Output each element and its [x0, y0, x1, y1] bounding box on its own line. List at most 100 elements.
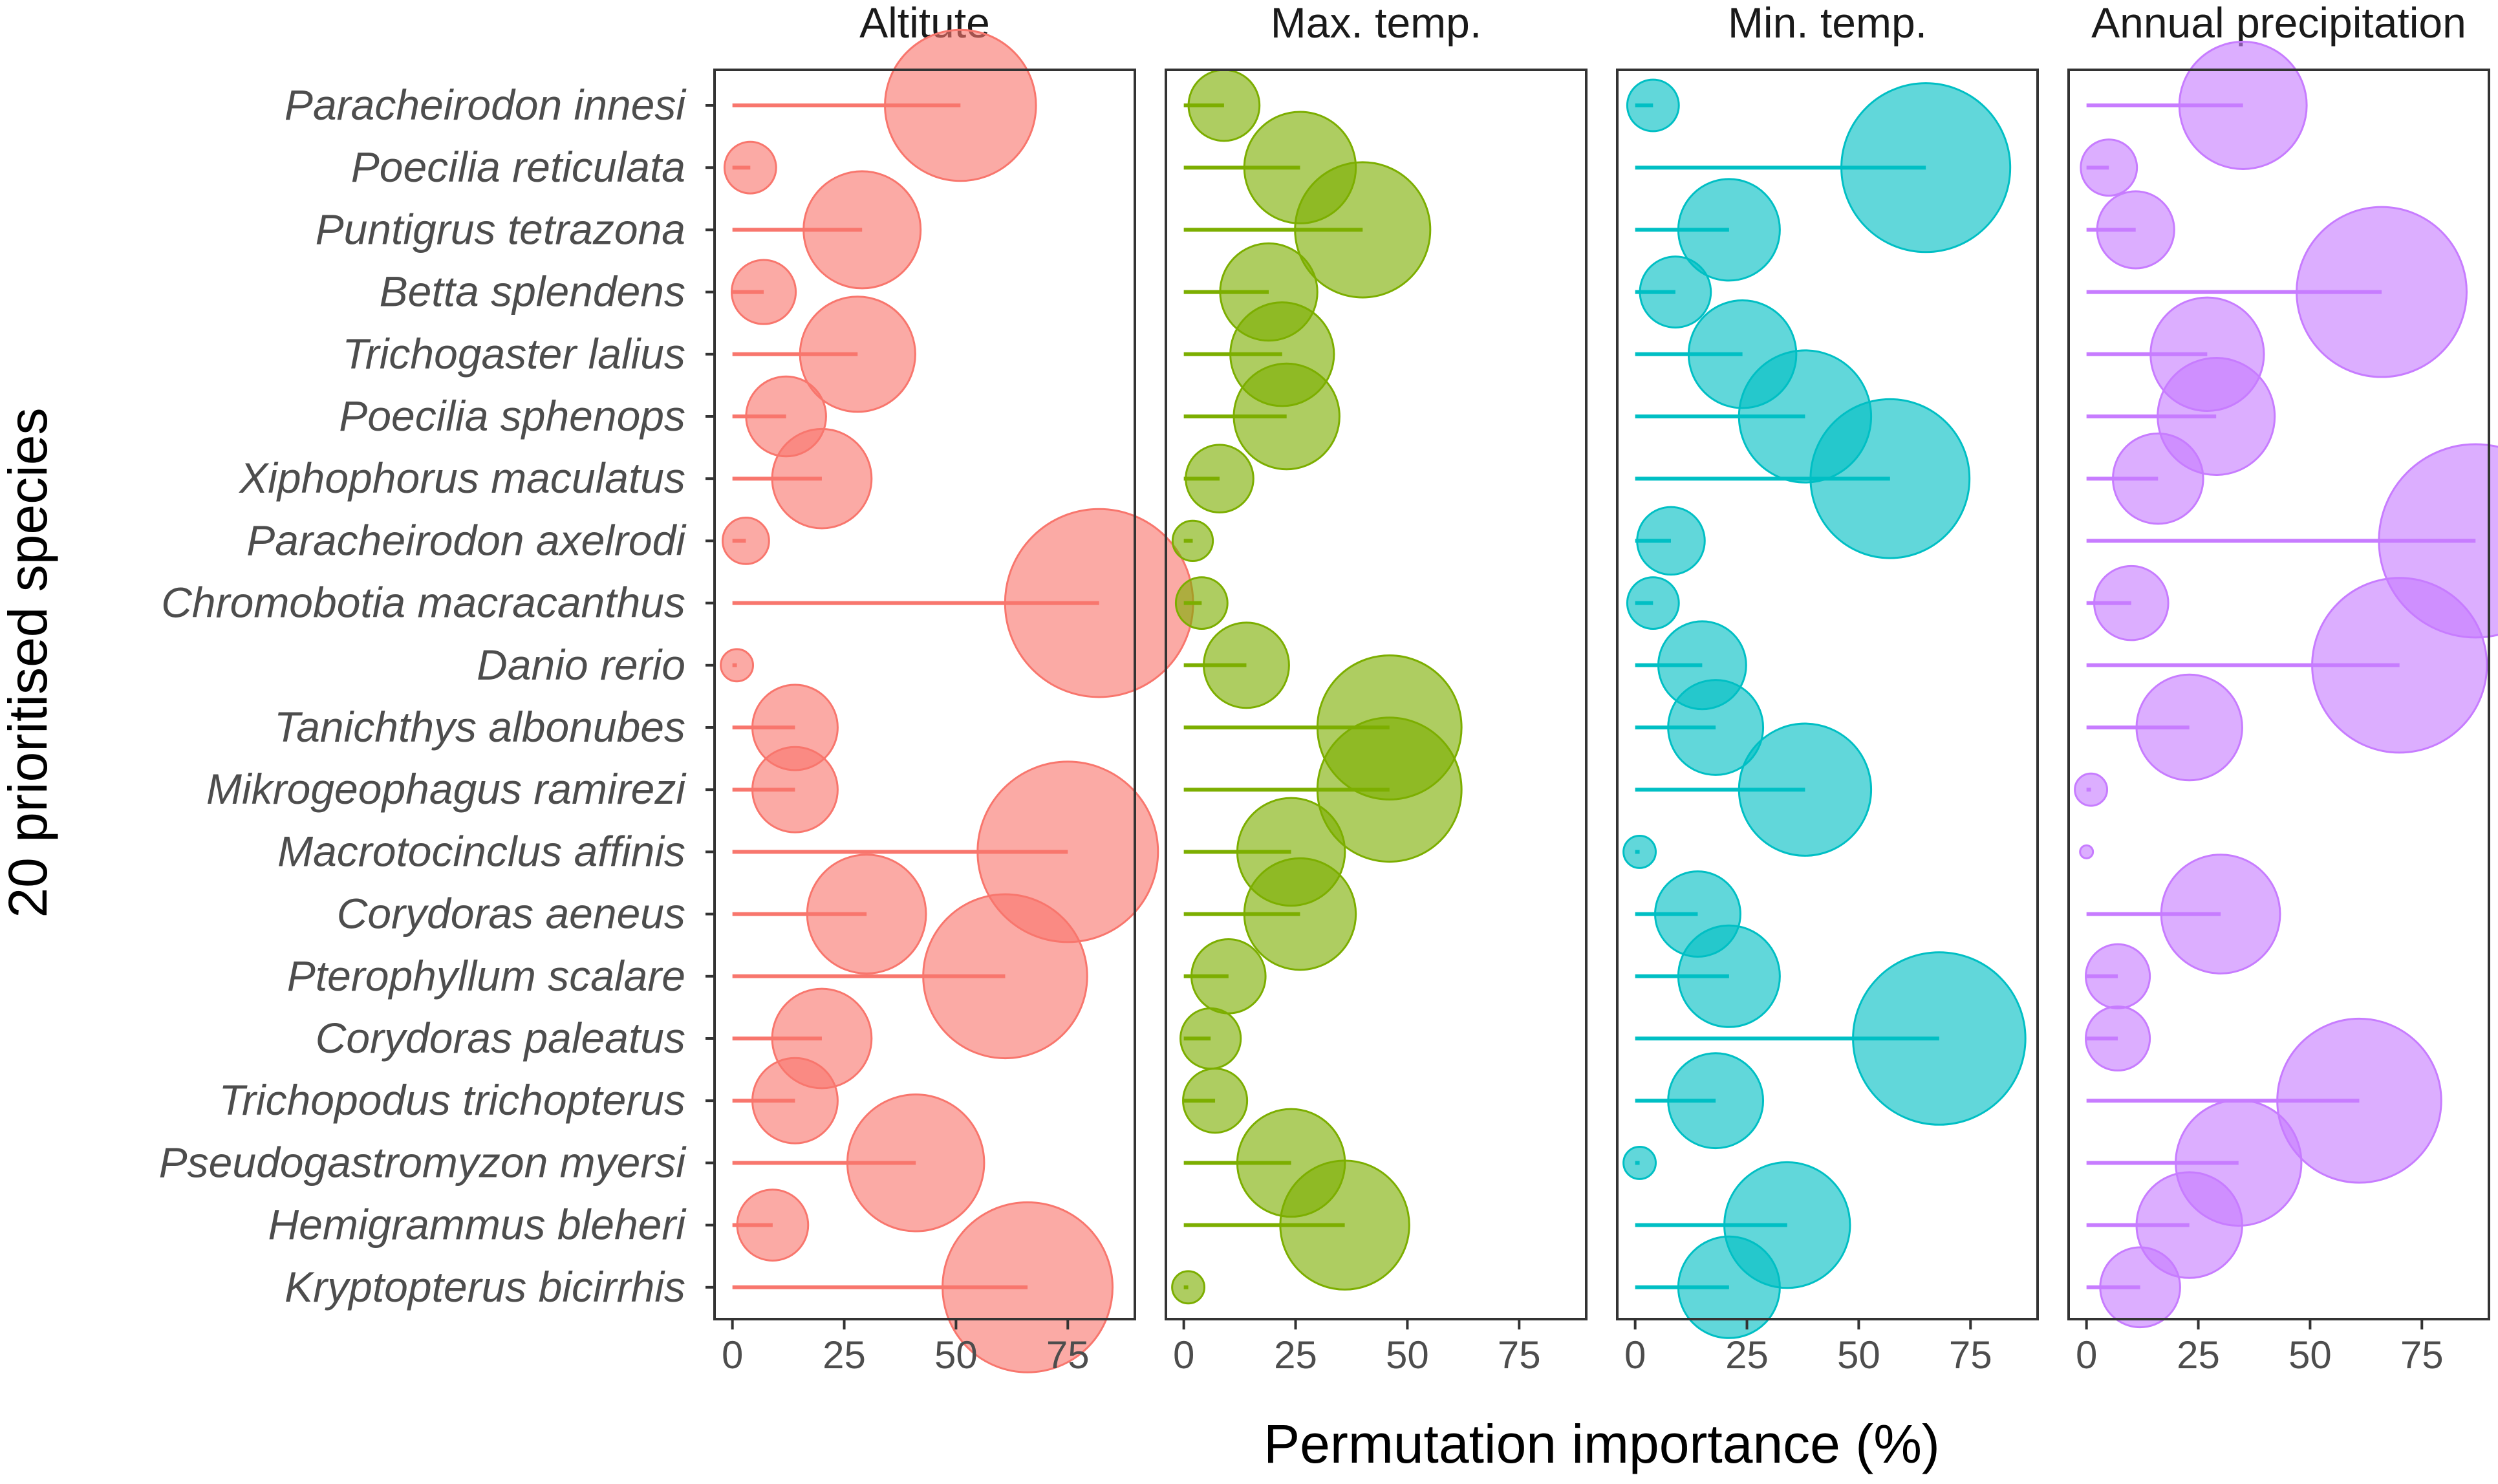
panel-annual-precipitation: Annual precipitation 0 25 50 75 [2067, 0, 2498, 1377]
species-label-pterophyllum-scalare: Pterophyllum scalare [287, 952, 685, 1000]
species-label-poecilia-reticulata: Poecilia reticulata [351, 143, 685, 191]
point-altitute-pseudogastromyzon-myersi [846, 1093, 985, 1232]
point-annual-precipitation-poecilia-reticulata [2080, 138, 2138, 197]
species-label-danio-rerio: Danio rerio [477, 641, 685, 689]
species-label-corydoras-aeneus: Corydoras aeneus [337, 890, 685, 938]
point-altitute-pterophyllum-scalare [922, 893, 1088, 1060]
species-axis: Paracheirodon innesi Poecilia reticulata P… [159, 81, 715, 1311]
species-label-paracheirodon-axelrodi: Paracheirodon axelrodi [246, 516, 687, 564]
x-tick-label-max-temp-0: 0 [1173, 1333, 1194, 1377]
point-min-temp-paracheirodon-axelrodi [1636, 506, 1706, 576]
species-label-paracheirodon-innesi: Paracheirodon innesi [285, 81, 687, 129]
panel-title-max-temp: Max. temp. [1271, 0, 1481, 47]
point-max-temp-pterophyllum-scalare [1190, 938, 1267, 1015]
point-altitute-poecilia-reticulata [723, 140, 777, 195]
x-axis-title: Permutation importance (%) [1264, 1414, 1940, 1474]
x-tick-label-annual-precipitation-0: 0 [2076, 1333, 2097, 1377]
x-tick-label-altitute-0: 0 [722, 1333, 743, 1377]
point-min-temp-corydoras-paleatus [1852, 951, 2027, 1126]
point-max-temp-chromobotia-macracanthus [1174, 576, 1229, 630]
x-tick-label-altitute-75: 75 [1046, 1333, 1090, 1377]
point-min-temp-chromobotia-macracanthus [1626, 576, 1680, 630]
point-annual-precipitation-chromobotia-macracanthus [2093, 565, 2170, 641]
species-label-betta-splendens: Betta splendens [380, 268, 685, 316]
panel-frame-max-temp [1165, 69, 1588, 1320]
species-label-trichopodus-trichopterus: Trichopodus trichopterus [219, 1076, 685, 1124]
point-annual-precipitation-macrotocinclus-affinis [2079, 844, 2094, 859]
point-min-temp-trichopodus-trichopterus [1667, 1052, 1765, 1150]
point-max-temp-puntigrus-tetrazona [1294, 161, 1432, 299]
x-tick-label-min-temp-0: 0 [1624, 1333, 1646, 1377]
species-label-corydoras-paleatus: Corydoras paleatus [316, 1014, 685, 1062]
species-label-pseudogastromyzon-myersi: Pseudogastromyzon myersi [159, 1138, 687, 1186]
point-annual-precipitation-trichopodus-trichopterus [2276, 1017, 2442, 1184]
panel-min-temp: Min. temp. 0 25 50 75 [1616, 0, 2039, 1377]
x-tick-label-altitute-25: 25 [823, 1333, 866, 1377]
species-label-chromobotia-macracanthus: Chromobotia macracanthus [161, 579, 685, 627]
point-min-temp-kryptopterus-bicirrhis [1677, 1235, 1781, 1339]
point-min-temp-xiphophorus-maculatus [1809, 398, 1971, 559]
point-min-temp-tanichthys-albonubes [1667, 679, 1765, 776]
point-max-temp-kryptopterus-bicirrhis [1171, 1270, 1206, 1305]
species-label-xiphophorus-maculatus: Xiphophorus maculatus [238, 454, 685, 502]
point-altitute-trichogaster-lalius [799, 296, 916, 413]
point-max-temp-danio-rerio [1203, 621, 1290, 709]
point-altitute-hemigrammus-bleheri [736, 1188, 810, 1262]
point-min-temp-pterophyllum-scalare [1677, 924, 1781, 1028]
point-annual-precipitation-hemigrammus-bleheri [2135, 1171, 2243, 1279]
panel-frame-annual-precipitation [2067, 69, 2490, 1320]
species-label-kryptopterus-bicirrhis: Kryptopterus bicirrhis [285, 1263, 685, 1311]
point-max-temp-paracheirodon-axelrodi [1171, 519, 1214, 563]
point-max-temp-hemigrammus-bleheri [1279, 1159, 1410, 1291]
point-max-temp-corydoras-aeneus [1243, 857, 1357, 971]
species-label-puntigrus-tetrazona: Puntigrus tetrazona [316, 205, 685, 253]
y-axis-title: 20 prioritised species [0, 407, 58, 918]
species-label-mikrogeophagus-ramirezi: Mikrogeophagus ramirezi [206, 765, 687, 813]
panel-frame-altitute [713, 69, 1136, 1320]
point-max-temp-mikrogeophagus-ramirezi [1316, 716, 1463, 863]
point-annual-precipitation-pterophyllum-scalare [2085, 943, 2151, 1009]
point-annual-precipitation-tanichthys-albonubes [2135, 673, 2243, 782]
species-label-trichogaster-lalius: Trichogaster lalius [342, 330, 685, 378]
panel-title-min-temp: Min. temp. [1728, 0, 1927, 47]
point-max-temp-xiphophorus-maculatus [1185, 444, 1254, 513]
point-altitute-xiphophorus-maculatus [771, 427, 873, 530]
x-tick-label-annual-precipitation-50: 50 [2288, 1333, 2332, 1377]
point-max-temp-trichopodus-trichopterus [1182, 1068, 1249, 1134]
species-label-macrotocinclus-affinis: Macrotocinclus affinis [277, 827, 685, 875]
x-tick-label-altitute-50: 50 [934, 1333, 978, 1377]
point-annual-precipitation-danio-rerio [2311, 577, 2488, 754]
point-altitute-danio-rerio [720, 648, 755, 683]
x-tick-label-min-temp-75: 75 [1949, 1333, 1992, 1377]
point-annual-precipitation-paracheirodon-innesi [2178, 41, 2308, 170]
x-tick-label-annual-precipitation-75: 75 [2400, 1333, 2444, 1377]
point-annual-precipitation-corydoras-paleatus [2085, 1005, 2151, 1072]
point-altitute-puntigrus-tetrazona [802, 170, 922, 290]
point-min-temp-mikrogeophagus-ramirezi [1738, 722, 1873, 857]
point-min-temp-betta-splendens [1639, 255, 1712, 328]
panel-title-annual-precipitation: Annual precipitation [2091, 0, 2466, 47]
point-altitute-mikrogeophagus-ramirezi [751, 746, 839, 833]
point-altitute-paracheirodon-innesi [884, 28, 1037, 182]
point-altitute-betta-splendens [731, 259, 797, 325]
x-tick-label-max-temp-75: 75 [1498, 1333, 1541, 1377]
point-annual-precipitation-mikrogeophagus-ramirezi [2074, 772, 2109, 807]
point-min-temp-paracheirodon-innesi [1626, 78, 1680, 133]
point-max-temp-poecilia-sphenops [1233, 362, 1341, 471]
point-altitute-kryptopterus-bicirrhis [942, 1201, 1114, 1373]
species-label-hemigrammus-bleheri: Hemigrammus bleheri [268, 1201, 687, 1249]
point-min-temp-macrotocinclus-affinis [1622, 834, 1657, 869]
point-altitute-corydoras-aeneus [806, 854, 927, 974]
point-annual-precipitation-betta-splendens [2296, 206, 2468, 378]
point-min-temp-puntigrus-tetrazona [1677, 178, 1781, 282]
point-altitute-paracheirodon-axelrodi [722, 517, 770, 565]
point-max-temp-paracheirodon-innesi [1187, 69, 1261, 142]
point-min-temp-pseudogastromyzon-myersi [1622, 1145, 1657, 1180]
point-altitute-trichopodus-trichopterus [751, 1057, 839, 1145]
x-tick-label-max-temp-50: 50 [1386, 1333, 1429, 1377]
x-tick-label-annual-precipitation-25: 25 [2177, 1333, 2220, 1377]
